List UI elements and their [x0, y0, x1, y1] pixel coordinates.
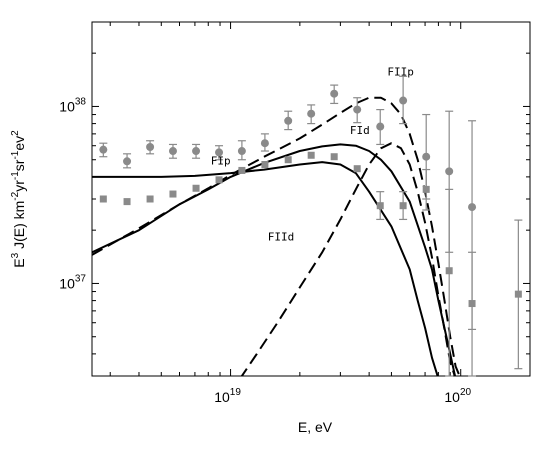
circle-point [468, 203, 477, 212]
square-point [99, 195, 107, 203]
circle-point [422, 152, 431, 161]
square-point [353, 165, 361, 173]
curve-fiip [92, 96, 461, 376]
y-tick-label: 1038 [59, 96, 86, 114]
circle-point [376, 122, 385, 131]
square-point [330, 153, 338, 161]
annotation-fiip: FIIp [387, 65, 414, 78]
plot-frame [91, 21, 531, 377]
circle-point [445, 167, 454, 176]
square-point [284, 156, 292, 164]
square-point [307, 151, 315, 159]
circle-point [260, 139, 269, 148]
circle-point [123, 157, 132, 166]
square-point [215, 176, 223, 184]
axis-ticks [92, 21, 531, 377]
annotation-fip: FIp [211, 154, 231, 167]
x-axis-title: E, eV [298, 419, 333, 435]
square-point [123, 198, 131, 206]
circle-point [99, 145, 108, 154]
square-point [422, 185, 430, 193]
circle-point [192, 147, 201, 156]
curve-fiid [240, 142, 456, 376]
x-tick-label: 1019 [214, 387, 241, 405]
square-point [192, 184, 200, 192]
y-axis-title: E3 J(E) km-2yr-1sr-1ev2 [10, 130, 27, 268]
circle-point [237, 147, 246, 156]
circle-point [215, 148, 224, 157]
annotation-fiid: FIId [268, 230, 295, 243]
circle-point [284, 116, 293, 125]
square-point [146, 195, 154, 203]
square-point [468, 300, 476, 308]
curve-annotations: FIIp FId FIp FIId [211, 65, 414, 243]
curve-fip [92, 161, 439, 376]
model-curves [92, 96, 461, 376]
curve-fid [92, 143, 457, 376]
x-tick-label: 1020 [444, 387, 471, 405]
square-point [399, 202, 407, 210]
square-point [445, 267, 453, 275]
tick-labels: 1019 1020 1037 1038 [59, 96, 471, 405]
annotation-fid: FId [350, 124, 370, 137]
circle-point [146, 143, 155, 152]
circle-point [353, 105, 362, 114]
y-tick-label: 1037 [59, 273, 86, 291]
circle-point [330, 89, 339, 98]
square-point [169, 190, 177, 198]
circle-point [307, 109, 316, 118]
square-point [261, 160, 269, 168]
square-point [514, 290, 522, 298]
circle-point [168, 147, 177, 156]
data-points [99, 75, 523, 377]
square-point [238, 166, 246, 174]
circle-point [399, 96, 408, 105]
square-point [376, 202, 384, 210]
